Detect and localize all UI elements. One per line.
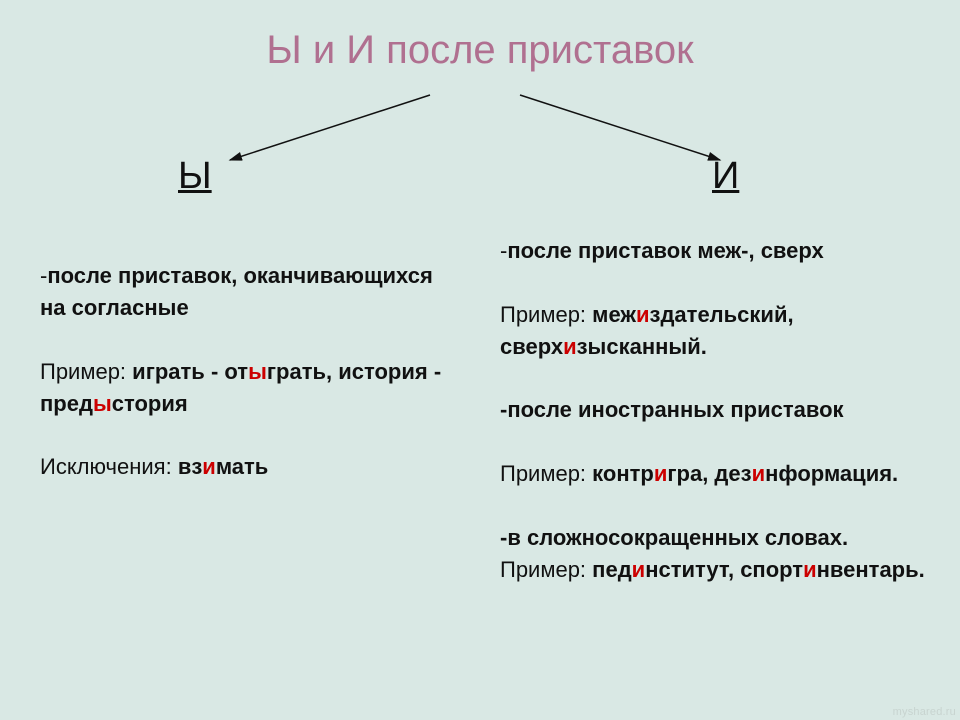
r-ex1-r1: и	[636, 302, 650, 327]
left-exc-p2: мать	[216, 454, 269, 479]
r-ex1-p3: зысканный.	[577, 334, 707, 359]
r3-text: -в сложносокращенных словах.	[500, 525, 848, 550]
r-ex3-r1: и	[632, 557, 646, 582]
left-ex-r1: ы	[248, 359, 267, 384]
r-ex1-r2: и	[563, 334, 577, 359]
r-ex2-label: Пример:	[500, 461, 592, 486]
r-ex1-label: Пример:	[500, 302, 592, 327]
left-ex-p1: играть - от	[132, 359, 248, 384]
column-head-right: И	[712, 155, 739, 198]
r-ex3-label: Пример:	[500, 557, 592, 582]
left-exc-p1: вз	[178, 454, 202, 479]
r-ex2-p3: нформация.	[765, 461, 898, 486]
r2-text: -после иностранных приставок	[500, 397, 844, 422]
r-ex2-p2: гра, дез	[667, 461, 751, 486]
r-ex1-p1: меж	[592, 302, 636, 327]
r-ex3-p2: нститут, спорт	[645, 557, 803, 582]
left-exc-label: Исключения:	[40, 454, 178, 479]
left-exc-r: и	[202, 454, 216, 479]
r-ex2-r1: и	[654, 461, 668, 486]
r-ex3-r2: и	[803, 557, 817, 582]
watermark: myshared.ru	[893, 706, 956, 718]
column-head-left: Ы	[178, 155, 212, 198]
left-column: -после приставок, оканчивающихся на согл…	[40, 260, 460, 483]
left-rule: после приставок, оканчивающихся на согла…	[40, 263, 433, 320]
left-ex-p3: стория	[112, 391, 188, 416]
r-ex2-p1: контр	[592, 461, 654, 486]
r-ex3-p1: пед	[592, 557, 632, 582]
r-ex2-r2: и	[752, 461, 766, 486]
left-ex-r2: ы	[93, 391, 112, 416]
r-ex3-p3: нвентарь.	[817, 557, 925, 582]
right-column: -после приставок меж-, сверх Пример: меж…	[500, 235, 930, 586]
left-example-label: Пример:	[40, 359, 132, 384]
r1-text: после приставок меж-, сверх	[507, 238, 823, 263]
